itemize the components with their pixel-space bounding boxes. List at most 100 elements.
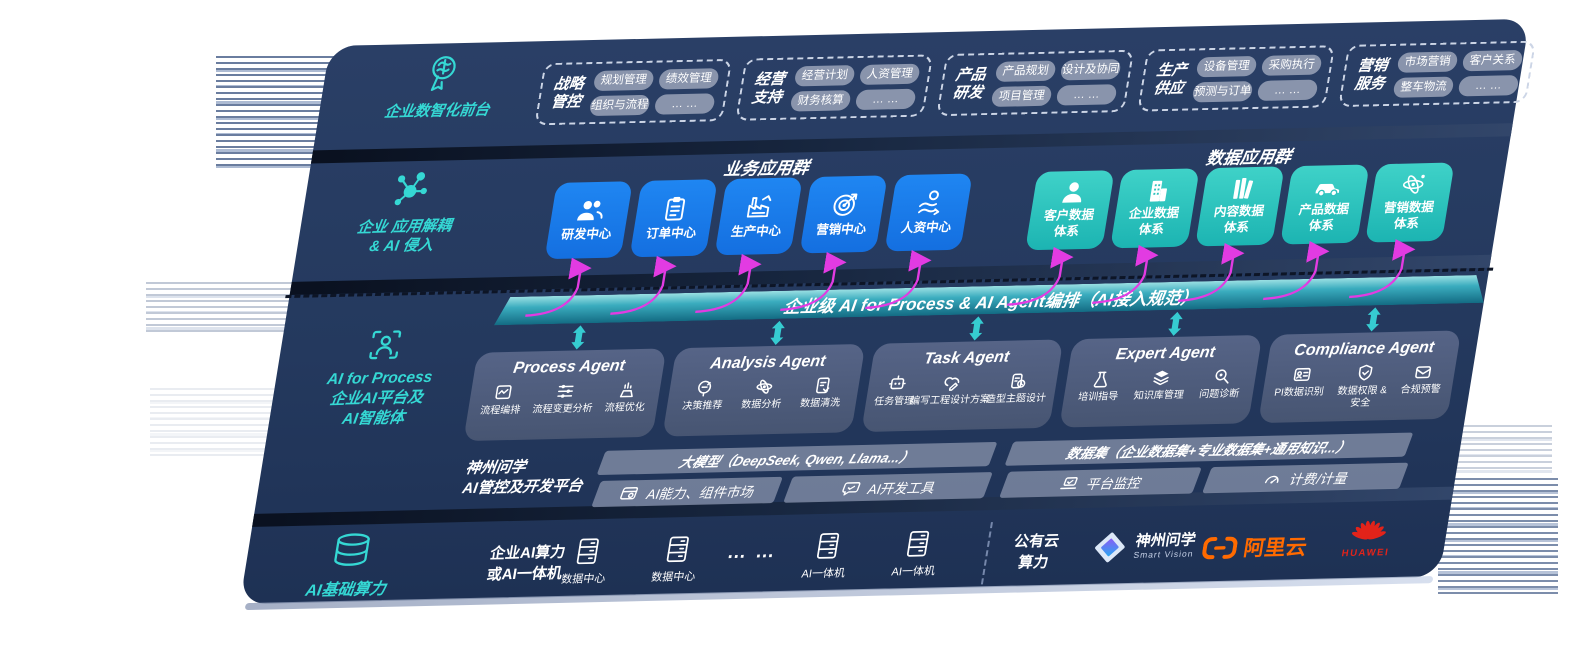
agent-item-label: 合规预警 [1399, 383, 1442, 396]
front-office-label-block: 企业数智化前台 [347, 51, 534, 122]
node-label: AI一体机 [890, 565, 936, 579]
layer-ai-platform: AI for Process 企业AI平台及 AI智能体 企业级 AI for … [254, 268, 1489, 514]
smartvision-logo: 神州问学 Smart Vision [1089, 527, 1198, 565]
agent-cards-row: Process Agent 流程编排 流程变更分析 流程优化 Analysis … [463, 330, 1462, 442]
task-robot-icon [888, 375, 906, 390]
agent-item-label: 编写工程设计方案 [908, 394, 991, 407]
group-chip: 规划管理 [592, 69, 655, 91]
group-chip: … … [1055, 83, 1118, 106]
agent-item-label: 造型主题设计 [984, 392, 1047, 406]
factory-icon [746, 195, 772, 218]
updown-arrow [1168, 311, 1183, 336]
group-chip: … … [1457, 74, 1520, 96]
clipboard-icon [664, 197, 686, 221]
public-cloud-label: 公有云 算力 [1009, 531, 1061, 574]
enterprise-compute-label: 企业AI算力 或AI一体机 [485, 542, 567, 586]
expert-agent-card: Expert Agent 培训指导 知识库管理 问题诊断 [1059, 334, 1263, 428]
metering-chip: 计费/计量 [1202, 462, 1409, 494]
platform-monitor-icon [1059, 477, 1078, 490]
group-title: 战略管控 [549, 75, 586, 112]
compliance-alert-icon [1415, 366, 1432, 379]
dev-tools-chip: AI开发工具 [783, 472, 993, 503]
app-label: 生产中心 [729, 223, 783, 240]
agent-item-label: 问题诊断 [1198, 388, 1241, 401]
node-label: 数据中心 [560, 572, 607, 586]
scan-person-icon [369, 330, 402, 360]
infra-label: AI基础算力 [304, 580, 387, 600]
group-chip: 组织与流程 [588, 94, 651, 116]
agent-title: Expert Agent [1114, 343, 1217, 364]
platform-name-block: 神州问学 AI管控及开发平台 [461, 456, 588, 499]
brain-head-icon [430, 56, 456, 91]
agent-item-label: 流程编排 [479, 404, 522, 417]
group-chip: 采购执行 [1260, 53, 1323, 76]
agent-item-label: 培训指导 [1077, 391, 1119, 404]
agent-item-label: 流程变更分析 [531, 403, 594, 416]
cloud-divider [980, 522, 993, 585]
building-icon [1149, 181, 1167, 202]
monitor-label: 平台监控 [1084, 475, 1144, 493]
meter-icon [1264, 475, 1279, 484]
data-app-label: 客户数据体系 [1042, 208, 1096, 239]
process-editor-icon [495, 385, 512, 400]
agent-item-label: 数据分析 [740, 398, 783, 411]
aliyun-name: 阿里云 [1241, 535, 1309, 561]
server-rack-icon [816, 532, 839, 559]
group-chip: 市场营销 [1396, 50, 1459, 73]
decision-head-icon [697, 380, 711, 397]
smartvision-diamond-icon [1095, 532, 1125, 563]
group-title: 生产供应 [1152, 61, 1189, 98]
updown-arrow [571, 325, 586, 350]
public-cloud-line2: 算力 [1016, 553, 1050, 572]
change-analysis-icon [557, 384, 574, 398]
group-marketing-service: 营销服务 市场营销 客户关系 整车物流 … … [1338, 40, 1537, 108]
app-order-center: 订单中心 [629, 179, 718, 258]
user-icon [1061, 182, 1081, 204]
process-optimize-icon [620, 382, 633, 398]
agent-item-label: 知识库管理 [1132, 389, 1185, 402]
data-clean-icon [815, 377, 830, 394]
group-chip: 绩效管理 [657, 67, 720, 90]
enterprise-compute-line1: 企业AI算力 [488, 543, 567, 563]
aliyun-logo: 阿里云 [1200, 531, 1309, 563]
datacenter-node: 数据中心 [650, 535, 702, 585]
huawei-logo: HUAWEI [1341, 515, 1396, 559]
node-label: AI一体机 [800, 567, 846, 581]
ai-market-chip: AI能力、组件市场 [591, 476, 783, 508]
agent-item-label: 数据清洗 [799, 397, 841, 410]
app-layer-label-block: 企业 应用解耦 & AI 侵入 [314, 165, 500, 258]
layer-infrastructure: AI基础算力 企业AI算力 或AI一体机 数据中心 数据中心 … … AI一体机 [240, 500, 1452, 605]
datacenter-node: 数据中心 [560, 537, 612, 587]
agent-title: Task Agent [922, 348, 1011, 368]
business-app-row: 研发中心 订单中心 生产中心 [544, 173, 973, 260]
data-customer: 客户数据体系 [1025, 170, 1115, 251]
group-title: 产品研发 [951, 66, 988, 102]
group-chip: 设备管理 [1195, 55, 1258, 77]
compliance-agent-card: Compliance Agent PI数据识别 数据权限 & 安全 合规预警 [1258, 330, 1462, 424]
model-bar: 大模型（DeepSeek, Qwen, Llama...） [596, 441, 998, 476]
knowledge-layers-icon [1153, 370, 1169, 386]
decor-stripes-bottom-right [1438, 478, 1558, 594]
training-icon [1093, 371, 1107, 388]
analysis-agent-card: Analysis Agent 决策推荐 数据分析 数据清洗 [661, 343, 866, 437]
public-cloud-line1: 公有云 [1012, 532, 1061, 551]
app-hr-center: 人资中心 [884, 173, 973, 252]
updown-arrow [969, 316, 984, 341]
huawei-name: HUAWEI [1340, 547, 1391, 560]
person-wave-icon [918, 190, 940, 216]
decor-stripes-mid-right [1448, 425, 1552, 473]
app-label: 订单中心 [645, 225, 698, 242]
process-agent-card: Process Agent 流程编排 流程变更分析 流程优化 [463, 348, 667, 442]
group-product-rd: 产品研发 产品规划 设计及协同 项目管理 … … [936, 49, 1135, 117]
server-rack-icon [576, 538, 599, 565]
app-rd-center: 研发中心 [544, 181, 633, 260]
ai-market-label: AI能力、组件市场 [644, 484, 757, 502]
magenta-flow-arrows [525, 239, 1416, 317]
server-rack-icon [906, 530, 929, 557]
group-chip: … … [653, 92, 716, 115]
app-label: 营销中心 [814, 222, 868, 238]
database-icon [334, 533, 370, 566]
platform-name-line2: AI管控及开发平台 [461, 477, 584, 498]
diagnosis-icon [1215, 369, 1229, 384]
